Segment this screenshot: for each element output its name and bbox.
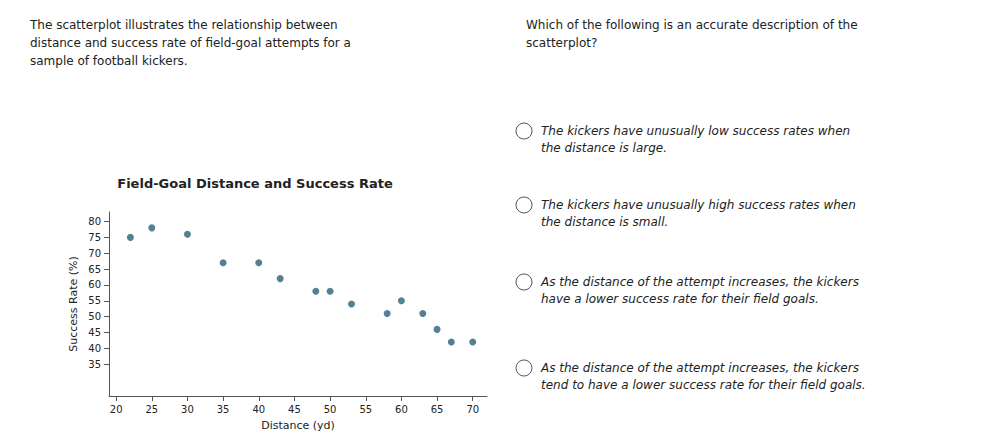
svg-text:80: 80 bbox=[88, 216, 101, 227]
svg-text:45: 45 bbox=[288, 404, 301, 415]
svg-text:55: 55 bbox=[88, 295, 101, 306]
svg-text:70: 70 bbox=[466, 404, 479, 415]
svg-text:tend to have a lower success r: tend to have a lower success rate for th… bbox=[541, 378, 866, 392]
svg-text:35: 35 bbox=[217, 404, 230, 415]
svg-text:75: 75 bbox=[88, 232, 101, 243]
svg-text:have a lower success rate for: have a lower success rate for their fiel… bbox=[541, 292, 819, 306]
svg-text:60: 60 bbox=[395, 404, 408, 415]
svg-text:50: 50 bbox=[324, 404, 337, 415]
svg-text:Success Rate (%): Success Rate (%) bbox=[67, 256, 80, 352]
svg-text:35: 35 bbox=[88, 359, 101, 370]
svg-text:20: 20 bbox=[110, 404, 123, 415]
svg-text:50: 50 bbox=[88, 311, 101, 322]
svg-text:65: 65 bbox=[88, 264, 101, 275]
svg-text:distance and success rate of f: distance and success rate of field-goal … bbox=[30, 36, 351, 50]
svg-text:Distance (yd): Distance (yd) bbox=[261, 419, 335, 432]
svg-text:sample of football kickers.: sample of football kickers. bbox=[30, 54, 188, 68]
svg-text:the distance is large.: the distance is large. bbox=[541, 141, 667, 155]
svg-text:As the distance of the attempt: As the distance of the attempt increases… bbox=[540, 275, 859, 289]
svg-text:The kickers have unusually hig: The kickers have unusually high success … bbox=[541, 198, 856, 212]
svg-text:The kickers have unusually low: The kickers have unusually low success r… bbox=[541, 124, 850, 138]
svg-text:40: 40 bbox=[252, 404, 265, 415]
svg-text:30: 30 bbox=[181, 404, 194, 415]
svg-text:40: 40 bbox=[88, 343, 101, 354]
svg-text:55: 55 bbox=[359, 404, 372, 415]
svg-text:The scatterplot illustrates th: The scatterplot illustrates the relation… bbox=[29, 18, 338, 32]
svg-text:70: 70 bbox=[88, 248, 101, 259]
svg-text:25: 25 bbox=[145, 404, 158, 415]
svg-text:scatterplot?: scatterplot? bbox=[526, 36, 597, 50]
svg-text:As the distance of the attempt: As the distance of the attempt increases… bbox=[540, 361, 859, 375]
svg-text:the distance is small.: the distance is small. bbox=[541, 215, 668, 229]
svg-text:65: 65 bbox=[431, 404, 444, 415]
svg-text:60: 60 bbox=[88, 279, 101, 290]
svg-text:Which of the following is an a: Which of the following is an accurate de… bbox=[526, 18, 858, 32]
svg-text:45: 45 bbox=[88, 327, 101, 338]
svg-text:Field-Goal Distance and Succes: Field-Goal Distance and Success Rate bbox=[117, 176, 393, 191]
